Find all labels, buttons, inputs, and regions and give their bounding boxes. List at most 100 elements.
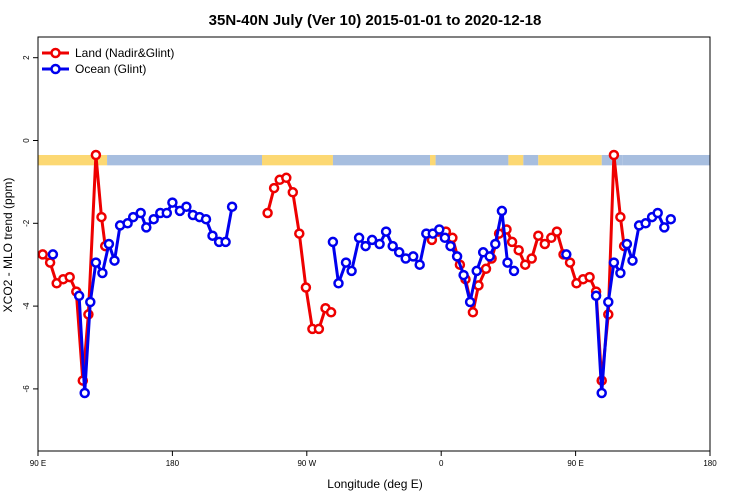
data-point: [451, 251, 463, 262]
data-point: [64, 271, 75, 283]
data-point: [135, 207, 146, 219]
y-tick-label: 0: [22, 138, 31, 143]
data-point: [551, 226, 563, 237]
data-point: [353, 232, 365, 244]
data-point: [561, 249, 572, 260]
data-point: [340, 257, 352, 268]
data-point: [584, 271, 595, 283]
legend-label-ocean: Ocean (Glint): [75, 62, 146, 76]
data-point: [127, 211, 139, 223]
data-point: [513, 244, 524, 256]
series-layer: [37, 149, 677, 399]
series-ocean: [47, 197, 677, 399]
data-point: [366, 234, 378, 246]
data-point: [564, 257, 576, 268]
data-point: [502, 257, 513, 268]
data-point: [608, 149, 620, 161]
data-point: [374, 238, 385, 250]
band-segment: [430, 154, 436, 166]
data-point: [313, 323, 325, 335]
data-point: [122, 218, 133, 229]
data-point: [490, 238, 501, 250]
data-point: [659, 222, 670, 233]
band-segment: [38, 154, 108, 166]
data-point: [73, 290, 85, 302]
data-point: [103, 238, 115, 250]
legend: Land (Nadir&Glint) Ocean (Glint): [42, 46, 174, 76]
y-tick-label: -2: [22, 219, 31, 227]
data-point: [439, 232, 451, 244]
data-point: [445, 240, 456, 252]
band-segment: [538, 154, 602, 166]
band-segment: [508, 154, 524, 166]
data-point: [393, 247, 405, 258]
data-point: [414, 259, 425, 270]
data-point: [333, 278, 344, 289]
x-tick-label: 90 E: [567, 459, 583, 468]
y-tick-label: -4: [22, 302, 31, 310]
data-point: [141, 222, 152, 233]
data-point: [360, 240, 371, 252]
x-tick-label: 0: [439, 459, 444, 468]
data-point: [627, 255, 638, 266]
data-point: [79, 387, 90, 399]
data-point: [47, 249, 59, 260]
band-segment: [332, 154, 430, 166]
data-point: [496, 205, 508, 217]
x-tick-label: 180: [703, 459, 717, 468]
data-point: [458, 269, 469, 281]
data-point: [596, 387, 607, 399]
data-point: [590, 290, 602, 302]
data-point: [109, 255, 120, 266]
data-point: [346, 265, 357, 277]
data-point: [148, 213, 159, 225]
data-point: [44, 257, 56, 268]
data-point: [85, 296, 96, 308]
plot-frame: [37, 36, 711, 452]
band-segment: [435, 154, 509, 166]
data-point: [652, 207, 663, 219]
legend-marker-ocean: [50, 63, 61, 75]
data-point: [539, 238, 551, 250]
data-point: [325, 307, 337, 318]
data-point: [519, 259, 531, 270]
data-point: [167, 197, 178, 208]
data-point: [90, 257, 102, 268]
x-tick-label: 90 E: [30, 459, 46, 468]
data-point: [484, 251, 495, 262]
data-point: [615, 267, 626, 279]
series-land: [37, 149, 630, 386]
data-point: [96, 211, 107, 223]
data-point: [471, 265, 482, 277]
data-point: [287, 187, 299, 198]
data-point: [268, 182, 280, 194]
data-point: [546, 232, 557, 244]
y-tick-label: 2: [22, 55, 31, 60]
data-point: [640, 218, 651, 229]
band-segment: [622, 154, 710, 166]
data-point: [665, 213, 677, 225]
legend-label-land: Land (Nadir&Glint): [75, 46, 174, 60]
data-point: [467, 307, 479, 318]
data-point: [226, 201, 238, 212]
data-point: [327, 236, 339, 248]
data-point: [90, 149, 102, 161]
y-tick-label: -6: [22, 385, 31, 393]
axis-ticks: 90 E 180 90 W 0 90 E 180 -6 -4 -2 0 2: [22, 55, 717, 468]
data-point: [161, 207, 173, 219]
data-point: [621, 238, 633, 250]
data-point: [207, 230, 218, 241]
data-point: [508, 265, 520, 277]
band-segment: [262, 154, 333, 166]
band-segment: [523, 154, 539, 166]
data-point: [262, 207, 273, 219]
x-axis-label: Longitude (deg E): [327, 477, 422, 491]
x-tick-label: 180: [166, 459, 180, 468]
x-tick-label: 90 W: [297, 459, 316, 468]
y-axis-label: XCO2 - MLO trend (ppm): [1, 178, 15, 313]
data-point: [480, 263, 492, 275]
data-point: [300, 282, 312, 293]
legend-marker-land: [50, 47, 61, 59]
data-point: [407, 251, 419, 262]
